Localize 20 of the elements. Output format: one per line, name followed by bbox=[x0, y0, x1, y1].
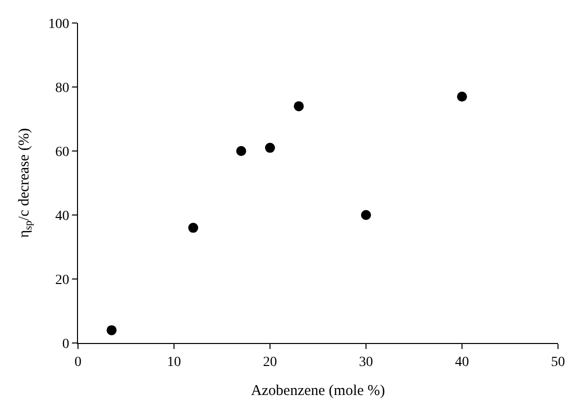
point bbox=[265, 142, 275, 153]
point bbox=[236, 146, 246, 156]
y-tick-label: 20 bbox=[55, 272, 70, 288]
x-tick-label: 30 bbox=[359, 354, 373, 370]
point bbox=[457, 92, 467, 102]
y-tick-label: 80 bbox=[55, 80, 70, 96]
point bbox=[188, 222, 198, 233]
y-tick-label: 60 bbox=[55, 144, 70, 160]
x-tick-label: 50 bbox=[551, 354, 565, 370]
x-tick-label: 20 bbox=[263, 354, 277, 370]
x-axis-title: Azobenzene (mole %) bbox=[250, 382, 386, 399]
x-tick-label: 40 bbox=[455, 354, 469, 370]
y-tick-label: 100 bbox=[48, 16, 70, 32]
x-tick-label: 10 bbox=[167, 354, 181, 370]
point bbox=[361, 210, 371, 220]
point bbox=[106, 325, 117, 336]
y-tick-label: 0 bbox=[62, 336, 70, 352]
point bbox=[294, 101, 304, 112]
y-tick-label: 40 bbox=[55, 208, 70, 224]
x-tick-label: 0 bbox=[74, 354, 82, 370]
